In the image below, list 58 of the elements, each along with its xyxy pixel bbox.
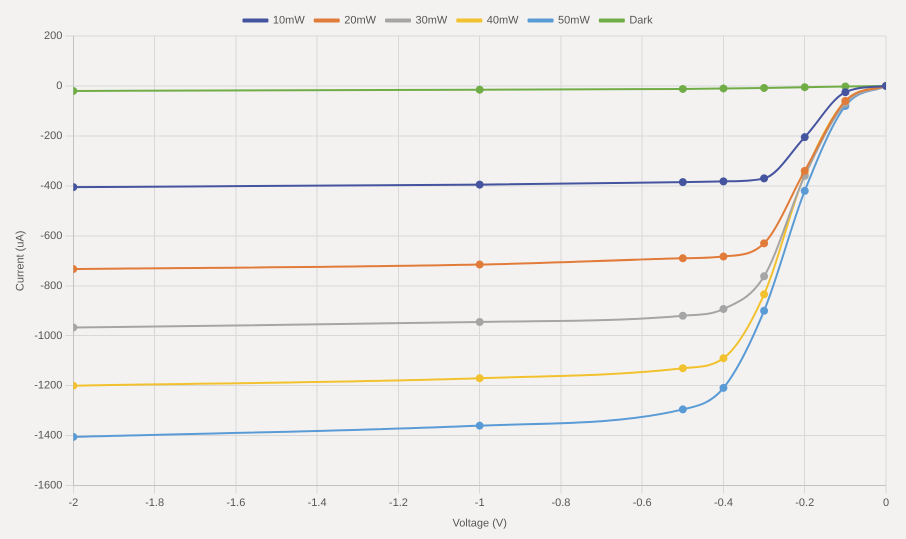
legend-label: 50mW	[558, 14, 590, 27]
x-tick-label: -1	[474, 497, 485, 510]
y-tick-label: -1000	[34, 330, 62, 342]
point	[719, 84, 728, 92]
point	[476, 318, 484, 326]
point	[719, 384, 728, 392]
point	[719, 252, 728, 261]
x-axis-title: Voltage (V)	[452, 517, 507, 530]
point	[800, 186, 809, 195]
point	[800, 83, 809, 92]
point	[476, 86, 484, 94]
point	[678, 364, 687, 372]
point	[476, 422, 484, 430]
x-tick-label: -0.6	[632, 497, 652, 510]
y-axis-title: Current (uA)	[14, 230, 27, 292]
point	[760, 290, 768, 298]
y-tick-label: -1600	[34, 480, 62, 492]
x-tick-label: -0.8	[551, 497, 570, 510]
legend-label: 10mW	[272, 14, 306, 27]
point	[719, 177, 728, 186]
y-tick-label: 0	[56, 80, 62, 92]
y-tick-label: -600	[40, 230, 62, 242]
y-tick-label: -200	[40, 130, 62, 142]
x-tick-label: -1.6	[226, 497, 246, 510]
x-tick-label: -1.2	[388, 497, 408, 510]
point	[760, 272, 768, 280]
point	[678, 312, 687, 320]
point	[678, 254, 687, 262]
x-tick-label: 0	[882, 497, 890, 510]
point	[476, 260, 484, 269]
legend-label: 40mW	[486, 14, 520, 27]
y-tick-label: -800	[40, 280, 62, 292]
point	[760, 84, 768, 92]
point	[476, 180, 484, 189]
x-tick-label: -2	[68, 497, 78, 510]
x-tick-label: -1.8	[145, 497, 164, 510]
point	[719, 354, 728, 362]
point	[476, 374, 484, 382]
legend-label: 30mW	[415, 14, 448, 27]
legend-label: 20mW	[344, 14, 377, 27]
y-tick-label: -1400	[34, 430, 62, 442]
y-tick-label: -400	[40, 180, 62, 192]
point	[719, 305, 728, 314]
point	[678, 178, 687, 186]
x-tick-label: -0.2	[795, 497, 814, 510]
legend-label: Dark	[629, 14, 654, 27]
y-tick-label: -1200	[34, 380, 62, 392]
point	[760, 239, 768, 248]
point	[760, 174, 768, 182]
point	[678, 84, 687, 93]
point	[800, 166, 809, 175]
x-tick-label: -0.4	[714, 497, 733, 510]
point	[841, 88, 850, 96]
point	[760, 306, 768, 315]
point	[800, 133, 809, 142]
point	[678, 405, 687, 414]
x-tick-label: -1.4	[308, 497, 327, 510]
y-tick-label: 200	[44, 30, 62, 42]
